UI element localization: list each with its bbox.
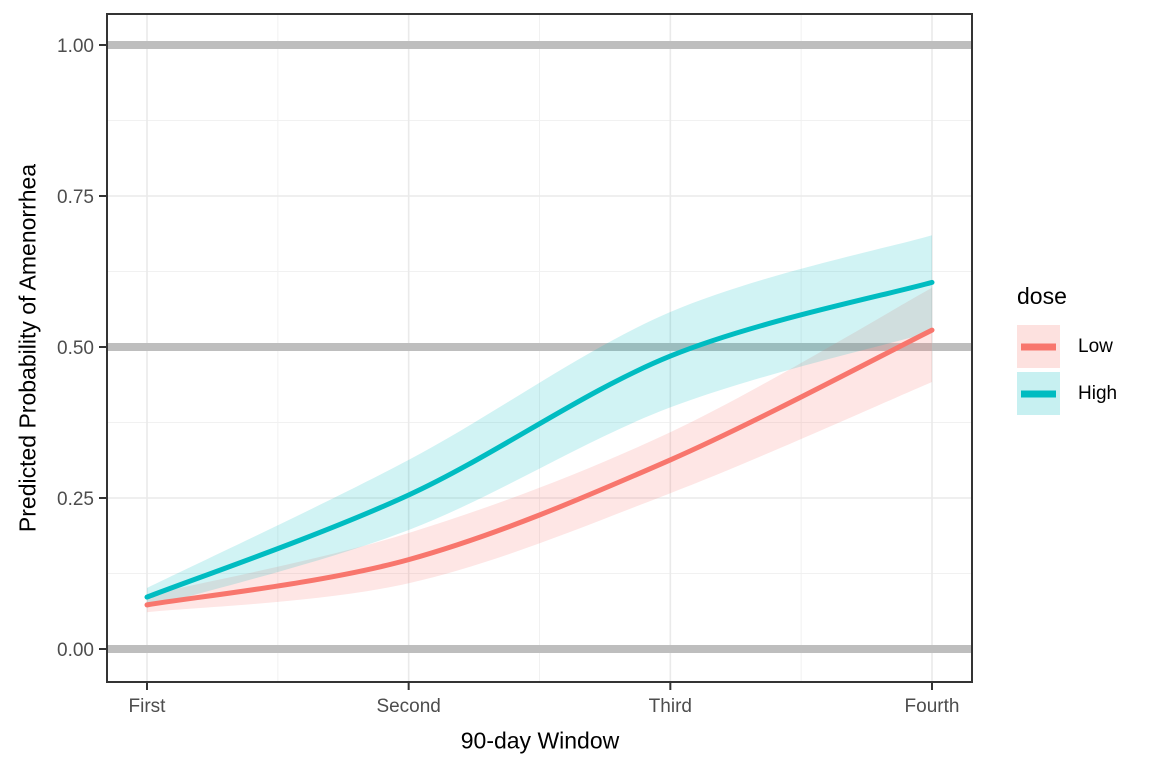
trend-line-high xyxy=(144,279,935,600)
x-tick-label: Fourth xyxy=(905,696,960,717)
trend-line-low xyxy=(144,327,935,608)
panel-border xyxy=(106,13,973,683)
legend-title: dose xyxy=(1017,283,1067,309)
legend-item-high: High xyxy=(1017,372,1117,415)
y-tick-label: 0.25 xyxy=(57,489,94,510)
x-tick-label: First xyxy=(129,696,167,717)
legend-key-high-swatch xyxy=(1017,372,1060,415)
legend-line-low xyxy=(1021,343,1056,350)
legend-label-high: High xyxy=(1078,382,1118,404)
x-tick-label: Third xyxy=(649,696,692,717)
legend-label-low: Low xyxy=(1078,335,1113,357)
legend-line-high xyxy=(1021,390,1056,397)
ci-ribbon-low xyxy=(147,287,932,613)
y-tick-label: 1.00 xyxy=(57,36,94,57)
legend-key-low-swatch xyxy=(1017,325,1060,368)
legend: dose Low High xyxy=(1017,283,1117,419)
legend-item-low: Low xyxy=(1017,325,1117,368)
x-axis-title: 90-day Window xyxy=(460,727,620,754)
y-tick-label: 0.50 xyxy=(57,338,94,359)
y-axis-title: Predicted Probability of Amenorrhea xyxy=(14,163,41,533)
y-tick-label: 0.00 xyxy=(57,640,94,661)
x-tick-label: Second xyxy=(376,696,440,717)
y-tick-label: 0.75 xyxy=(57,187,94,208)
